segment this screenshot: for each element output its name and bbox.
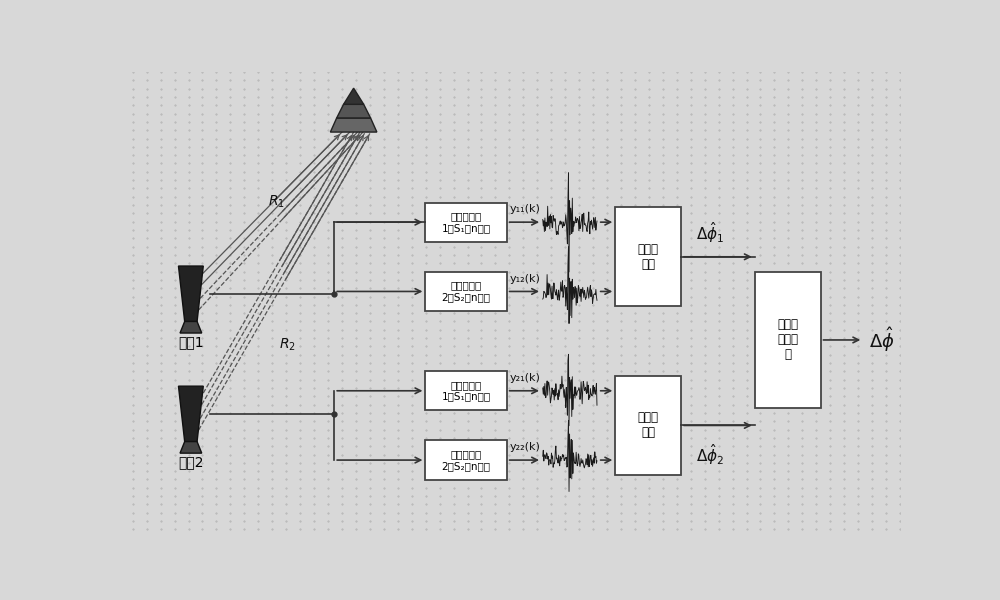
FancyBboxPatch shape xyxy=(425,440,507,480)
Polygon shape xyxy=(330,118,377,132)
Text: 相位差
估计: 相位差 估计 xyxy=(638,412,659,439)
Polygon shape xyxy=(180,442,202,453)
Polygon shape xyxy=(180,322,202,333)
Text: 雷达1: 雷达1 xyxy=(178,335,204,349)
Text: 匹配滤波器
1（S₁（n））: 匹配滤波器 1（S₁（n）） xyxy=(441,380,491,401)
FancyBboxPatch shape xyxy=(615,207,681,307)
Text: y₁₁(k): y₁₁(k) xyxy=(510,204,541,214)
Polygon shape xyxy=(178,386,203,442)
Polygon shape xyxy=(344,88,364,104)
Polygon shape xyxy=(178,266,203,322)
FancyBboxPatch shape xyxy=(615,376,681,475)
Text: $\Delta\hat{\phi}_2$: $\Delta\hat{\phi}_2$ xyxy=(696,442,725,467)
FancyBboxPatch shape xyxy=(425,203,507,242)
Text: 匹配滤波器
2（S₂（n））: 匹配滤波器 2（S₂（n）） xyxy=(442,281,490,302)
Text: $\Delta\hat{\phi}_1$: $\Delta\hat{\phi}_1$ xyxy=(696,220,725,245)
FancyBboxPatch shape xyxy=(755,272,821,408)
FancyBboxPatch shape xyxy=(425,371,507,410)
Polygon shape xyxy=(337,104,371,118)
Text: 雷达2: 雷达2 xyxy=(178,455,204,469)
Text: $R_2$: $R_2$ xyxy=(279,337,296,353)
Text: y₂₂(k): y₂₂(k) xyxy=(510,442,541,452)
Text: y₂₁(k): y₂₁(k) xyxy=(510,373,541,383)
Text: 匹配滤波器
1（S₁（n））: 匹配滤波器 1（S₁（n）） xyxy=(441,211,491,233)
Text: y₁₂(k): y₁₂(k) xyxy=(510,274,541,284)
Text: 相位差
联合估
计: 相位差 联合估 计 xyxy=(777,319,798,361)
FancyBboxPatch shape xyxy=(425,272,507,311)
Text: $R_1$: $R_1$ xyxy=(268,193,285,209)
Text: 相位差
估计: 相位差 估计 xyxy=(638,243,659,271)
Text: $\Delta\hat{\phi}$: $\Delta\hat{\phi}$ xyxy=(869,326,895,355)
Text: 匹配滤波器
2（S₂（n））: 匹配滤波器 2（S₂（n）） xyxy=(442,449,490,471)
